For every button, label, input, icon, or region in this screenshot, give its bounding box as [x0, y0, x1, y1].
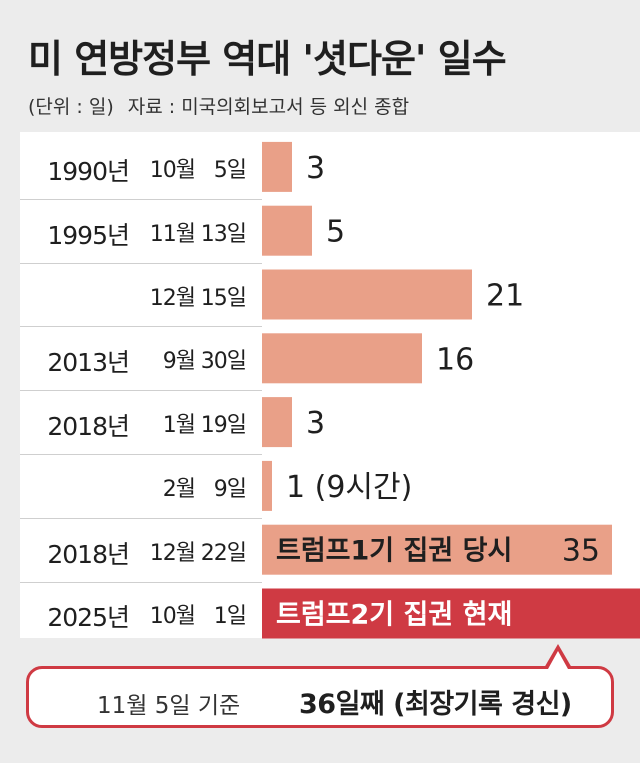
row-month: 2월 [162, 477, 196, 502]
bar [262, 333, 422, 384]
callout-date: 11월 5일 기준 [97, 693, 241, 719]
row-month: 1월 [162, 413, 196, 438]
bar-value-label: 5 [326, 215, 345, 250]
row-separator [20, 518, 262, 519]
row-month: 12월 [149, 286, 196, 311]
row-day: 1일 [213, 604, 247, 629]
bar [262, 460, 272, 511]
bar [262, 269, 472, 320]
row-year: 2025년 [47, 603, 130, 632]
row-month: 10월 [149, 158, 196, 183]
chart-title: 미 연방정부 역대 '셧다운' 일수 [28, 37, 507, 81]
bar-value-label: 35 [562, 534, 600, 569]
bar [262, 397, 292, 448]
bar-value-label: 21 [486, 279, 524, 314]
row-day: 22일 [200, 541, 247, 566]
bar-note: 트럼프2기 집권 현재 [276, 600, 512, 631]
source-label: 자료 : 미국의회보고서 등 외신 종합 [127, 96, 410, 118]
row-separator [20, 582, 262, 583]
chart-subtitle: (단위 : 일) 자료 : 미국의회보고서 등 외신 종합 [28, 92, 409, 119]
bar [262, 524, 612, 575]
bar [262, 141, 292, 192]
row-year: 2018년 [47, 412, 130, 441]
row-separator [20, 263, 262, 264]
row-month: 10월 [149, 604, 196, 629]
bar [262, 205, 312, 256]
bar-value-label: 1 (9시간) [286, 470, 412, 505]
row-day: 30일 [200, 349, 247, 374]
row-day: 15일 [200, 286, 247, 311]
row-separator [20, 326, 262, 327]
bar [262, 588, 640, 639]
row-separator [20, 390, 262, 391]
row-month: 9월 [162, 349, 196, 374]
row-day: 13일 [200, 222, 247, 247]
row-month: 11월 [149, 222, 196, 247]
bar-value-label: 3 [306, 406, 325, 441]
unit-label: (단위 : 일) [28, 96, 114, 118]
bar-value-label: 16 [436, 342, 474, 377]
row-separator [20, 454, 262, 455]
row-separator [20, 199, 262, 200]
row-year: 1990년 [47, 157, 130, 186]
row-year: 2018년 [47, 540, 130, 569]
row-month: 12월 [149, 541, 196, 566]
row-year: 2013년 [47, 348, 130, 377]
row-year: 1995년 [47, 221, 130, 250]
row-day: 19일 [200, 413, 247, 438]
bar-note: 트럼프1기 집권 당시 [276, 536, 512, 567]
row-day: 9일 [213, 477, 247, 502]
callout-box: 11월 5일 기준 36일째 (최장기록 경신) [26, 666, 614, 728]
callout-main: 36일째 (최장기록 경신) [299, 689, 572, 720]
callout-pointer-inner [548, 651, 568, 669]
bar-value-label: 3 [306, 151, 325, 186]
row-day: 5일 [213, 158, 247, 183]
